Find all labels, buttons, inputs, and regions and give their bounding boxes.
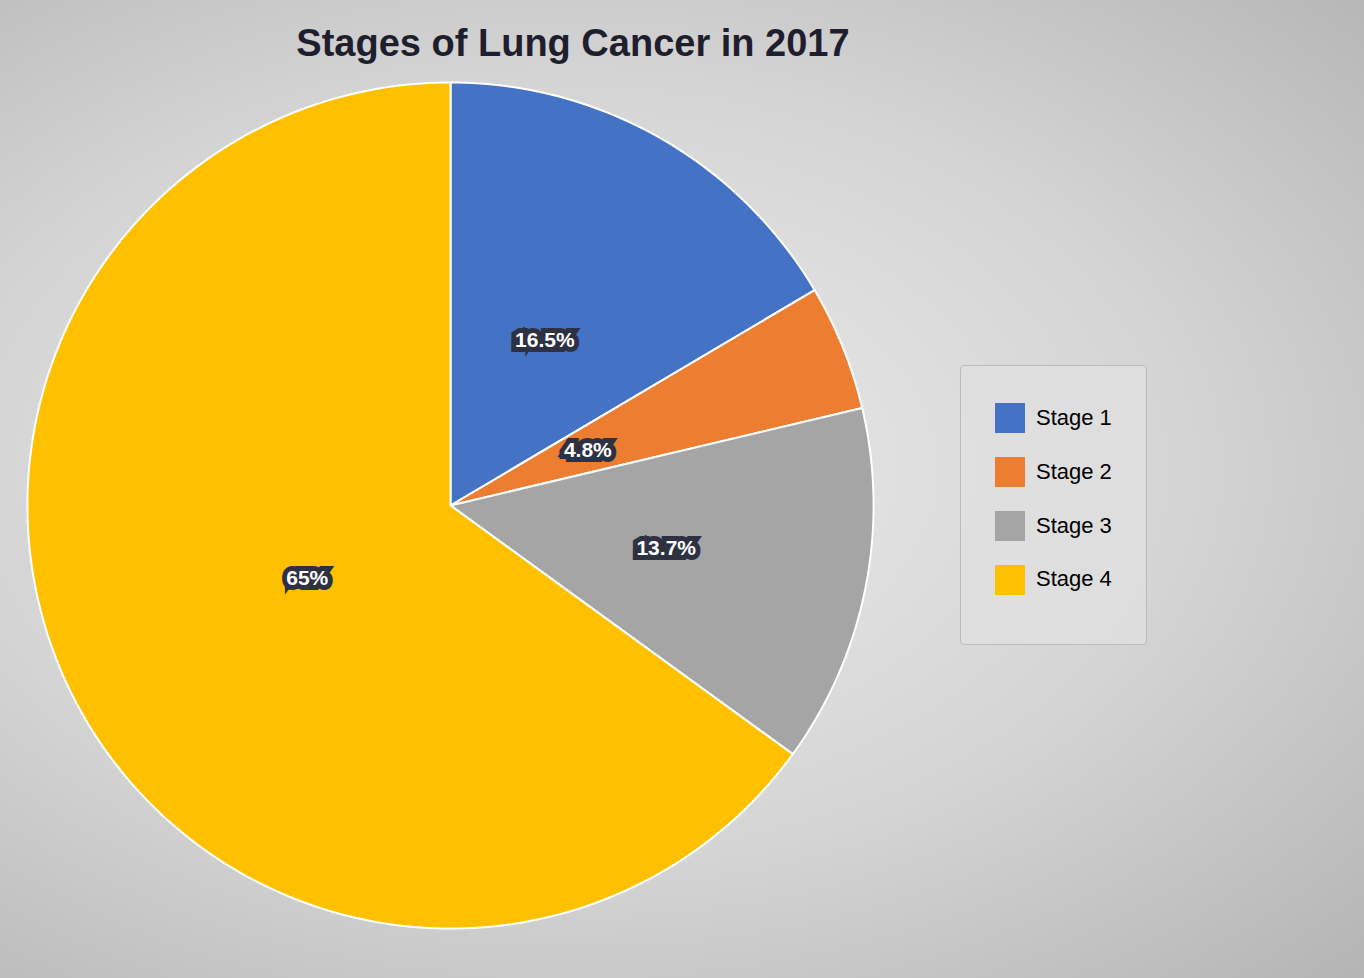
html-text:Stage 3: Stage 3 — [1036, 512, 1112, 538]
svg-text:13.7%: 13.7% — [636, 536, 696, 559]
html-text:Stages of Lung Cancer in 2017: Stages of Lung Cancer in 2017 — [296, 22, 850, 64]
svg-text:16.5%: 16.5% — [515, 328, 575, 351]
svg-text:4.8%: 4.8% — [564, 438, 612, 461]
html-text:Stage 4: Stage 4 — [1036, 566, 1112, 592]
svg-text:65%: 65% — [286, 566, 328, 589]
html-text:Stage 1: Stage 1 — [1036, 404, 1112, 430]
html-text:Stage 2: Stage 2 — [1036, 458, 1112, 484]
